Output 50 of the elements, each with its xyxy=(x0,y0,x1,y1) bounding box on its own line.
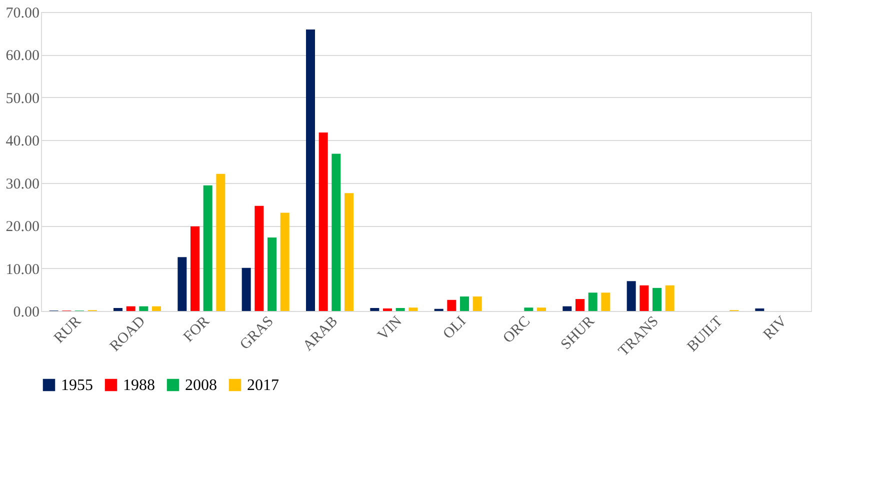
x-tick-label: OLI xyxy=(440,314,470,342)
bar xyxy=(332,154,341,311)
legend-label: 2008 xyxy=(185,377,217,394)
bar xyxy=(306,30,315,311)
legend-label: 2017 xyxy=(247,377,279,394)
bar xyxy=(383,308,392,311)
bar xyxy=(640,285,649,311)
bar xyxy=(408,308,418,311)
y-tick-label: 60.00 xyxy=(6,48,40,64)
y-tick-label: 30.00 xyxy=(6,176,40,192)
bar xyxy=(447,300,456,311)
bar xyxy=(152,306,161,311)
y-tick-label: 70.00 xyxy=(6,6,40,22)
bar xyxy=(626,281,636,311)
bar xyxy=(562,306,572,311)
bar xyxy=(601,292,610,311)
bar xyxy=(242,268,251,311)
bar xyxy=(652,288,662,311)
bar xyxy=(203,185,212,311)
legend-label: 1955 xyxy=(61,377,93,394)
bar xyxy=(126,306,136,311)
bar xyxy=(178,257,187,311)
bar xyxy=(370,308,380,311)
bar xyxy=(268,238,276,311)
bar xyxy=(254,206,264,311)
y-tick-label: 50.00 xyxy=(6,90,40,107)
bar xyxy=(460,296,469,311)
bar xyxy=(190,226,200,311)
x-tick-label: RIV xyxy=(760,313,790,344)
bar xyxy=(216,174,226,311)
y-tick-label: 40.00 xyxy=(6,134,40,150)
bar xyxy=(588,292,598,311)
bar xyxy=(114,308,122,311)
y-tick-label: 0.00 xyxy=(13,304,40,320)
bar xyxy=(396,308,405,311)
y-tick-label: 20.00 xyxy=(6,219,40,236)
bar xyxy=(318,132,328,311)
bar xyxy=(280,212,290,311)
bar xyxy=(524,308,534,311)
x-tick-label: VIN xyxy=(375,313,406,344)
bar xyxy=(537,308,546,311)
bar xyxy=(665,285,674,311)
bar xyxy=(139,306,148,311)
bar xyxy=(755,308,764,311)
y-tick-label: 10.00 xyxy=(6,262,40,278)
x-tick-label: FOR xyxy=(180,314,213,346)
bar xyxy=(576,299,584,311)
bar xyxy=(472,296,482,311)
bar xyxy=(344,193,354,311)
legend-label: 1988 xyxy=(123,377,155,394)
